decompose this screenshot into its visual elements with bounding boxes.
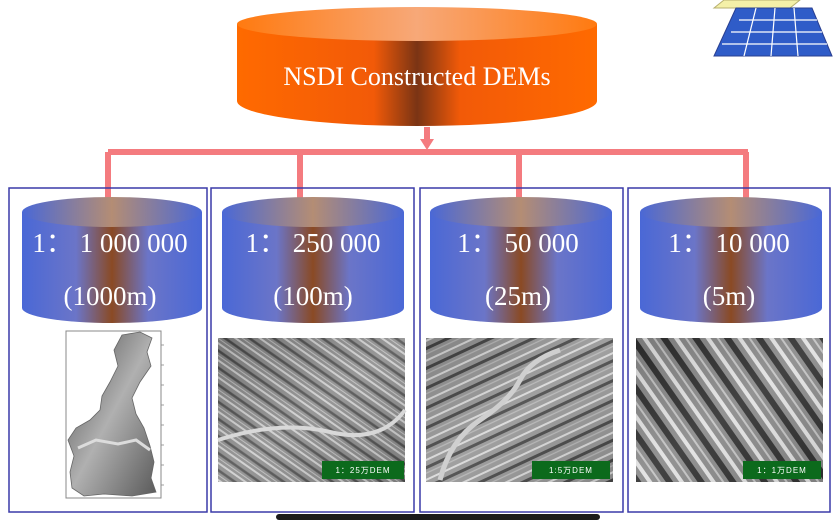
- grid-layers-icon: [712, 0, 833, 57]
- scale-cylinder: 1： 250 000 (100m): [222, 197, 404, 323]
- dem-column-100m: 1： 250 000 (100m) 1：25万DEM: [217, 197, 407, 482]
- dem-caption: 1：1万DEM: [757, 466, 807, 475]
- resolution-label: (25m): [485, 281, 551, 311]
- scale-label: 1： 1 000 000: [32, 228, 187, 258]
- resolution-label: (100m): [273, 281, 352, 311]
- province-relief-map-image: [65, 330, 164, 499]
- resolution-label: (5m): [703, 281, 755, 311]
- panel-borders: [8, 187, 831, 513]
- hillshade-dem-image: 1：25万DEM: [217, 338, 407, 482]
- dem-caption: 1：25万DEM: [335, 466, 390, 475]
- scale-label: 1： 250 000: [246, 228, 381, 258]
- scale-cylinder: 1： 10 000 (5m): [640, 197, 822, 323]
- hillshade-dem-image: 1:5万DEM: [426, 338, 613, 482]
- dem-column-5m: 1： 10 000 (5m) 1：1万DEM: [636, 197, 823, 482]
- scale-cylinder: 1： 1 000 000 (1000m): [22, 197, 202, 323]
- connector-arrows: [100, 127, 754, 212]
- scale-label: 1： 50 000: [457, 228, 579, 258]
- dem-column-1000m: 1： 1 000 000 (1000m): [22, 197, 202, 499]
- resolution-label: (1000m): [64, 281, 157, 311]
- diagram-title: NSDI Constructed DEMs: [283, 62, 550, 91]
- dem-column-25m: 1： 50 000 (25m) 1:5万DEM: [426, 197, 613, 482]
- dem-caption: 1:5万DEM: [549, 466, 593, 475]
- top-cylinder-cap: [237, 7, 597, 41]
- scale-label: 1： 10 000: [668, 228, 790, 258]
- scale-cylinder: 1： 50 000 (25m): [430, 197, 612, 323]
- top-database-cylinder: NSDI Constructed DEMs: [237, 7, 597, 126]
- bottom-caption-bar: [276, 514, 600, 520]
- hillshade-dem-image: 1：1万DEM: [636, 338, 823, 482]
- top-cylinder-body: [237, 24, 597, 126]
